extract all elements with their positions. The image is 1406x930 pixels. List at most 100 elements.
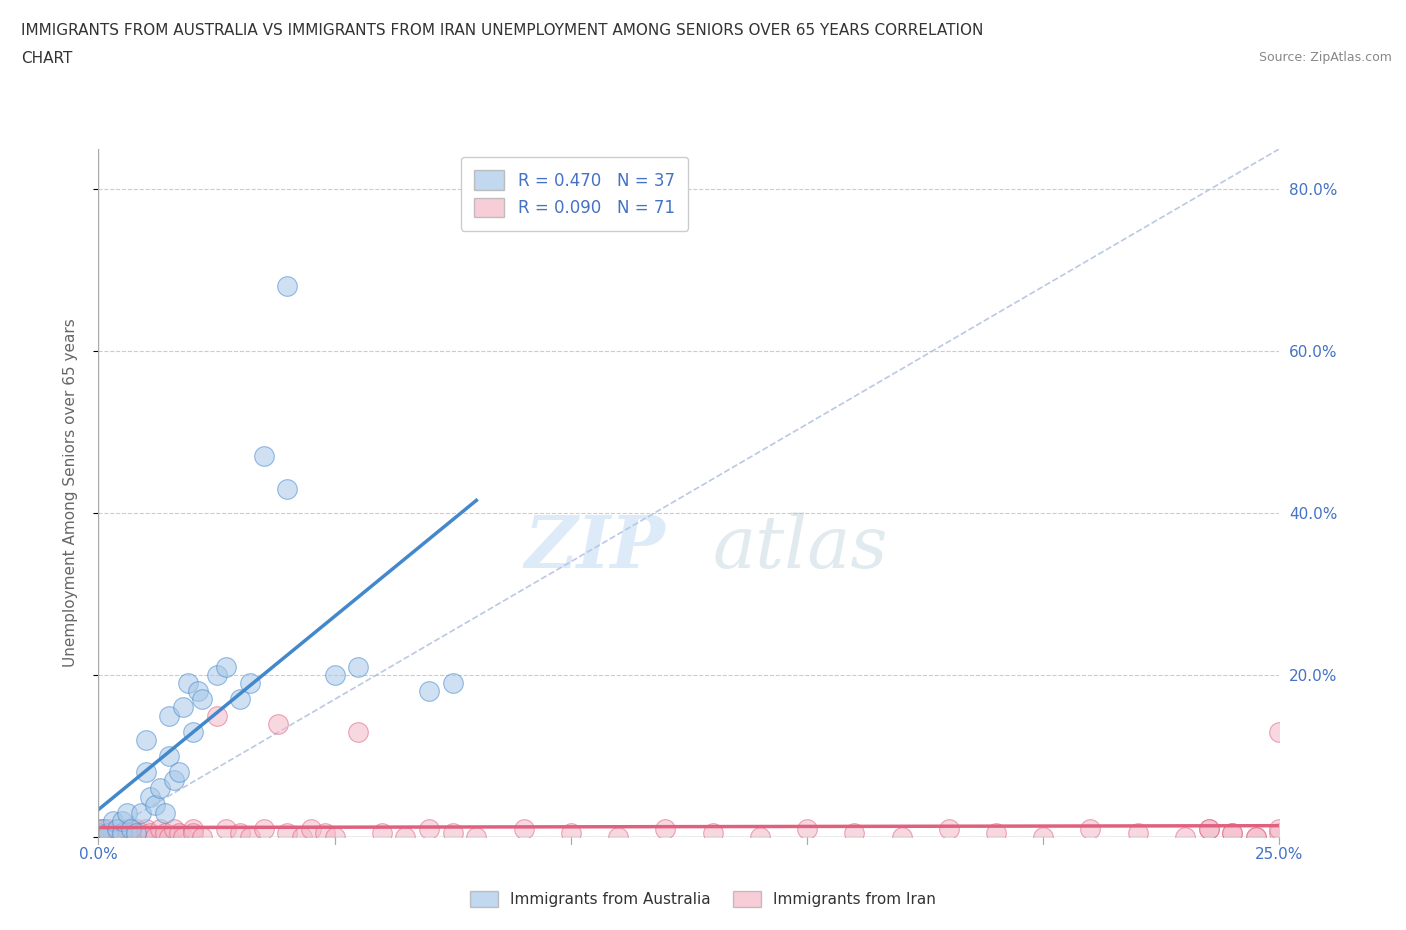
Point <box>239 830 262 844</box>
Legend: R = 0.470   N = 37, R = 0.090   N = 71: R = 0.470 N = 37, R = 0.090 N = 71 <box>461 157 688 231</box>
Point <box>125 826 148 841</box>
Point <box>191 692 214 707</box>
Point <box>111 830 134 844</box>
Point <box>1198 821 1220 836</box>
Point <box>1198 821 1220 836</box>
Point <box>1174 830 1197 844</box>
Point <box>323 830 346 844</box>
Point <box>1220 826 1243 841</box>
Point <box>1244 830 1267 844</box>
Point <box>229 692 252 707</box>
Point <box>215 821 238 836</box>
Text: Source: ZipAtlas.com: Source: ZipAtlas.com <box>1258 51 1392 64</box>
Point <box>290 830 312 844</box>
Point <box>149 781 172 796</box>
Point <box>1126 826 1149 841</box>
Point <box>125 821 148 836</box>
Point <box>149 821 172 836</box>
Point <box>125 830 148 844</box>
Point <box>441 826 464 841</box>
Point <box>115 805 138 820</box>
Point <box>129 826 152 841</box>
Point <box>101 830 124 844</box>
Point <box>253 821 276 836</box>
Point <box>314 826 336 841</box>
Point <box>87 821 110 836</box>
Point <box>153 805 176 820</box>
Point <box>153 826 176 841</box>
Point <box>115 830 138 844</box>
Point <box>229 826 252 841</box>
Point <box>215 659 238 674</box>
Point <box>276 279 298 294</box>
Point <box>129 805 152 820</box>
Point <box>163 773 186 788</box>
Point <box>91 821 114 836</box>
Point <box>172 830 194 844</box>
Point <box>607 830 630 844</box>
Point <box>239 676 262 691</box>
Point <box>1220 826 1243 841</box>
Point <box>276 482 298 497</box>
Point <box>253 449 276 464</box>
Point <box>135 830 157 844</box>
Point <box>938 821 960 836</box>
Text: ZIP: ZIP <box>524 512 665 583</box>
Point <box>299 821 322 836</box>
Point <box>157 749 180 764</box>
Point <box>1268 826 1291 841</box>
Point <box>167 826 190 841</box>
Point <box>143 830 166 844</box>
Text: atlas: atlas <box>713 512 889 583</box>
Point <box>177 676 200 691</box>
Text: IMMIGRANTS FROM AUSTRALIA VS IMMIGRANTS FROM IRAN UNEMPLOYMENT AMONG SENIORS OVE: IMMIGRANTS FROM AUSTRALIA VS IMMIGRANTS … <box>21 23 983 38</box>
Point <box>135 764 157 779</box>
Point <box>984 826 1007 841</box>
Legend: Immigrants from Australia, Immigrants from Iran: Immigrants from Australia, Immigrants fr… <box>464 884 942 913</box>
Point <box>157 830 180 844</box>
Point <box>1268 724 1291 739</box>
Point <box>181 826 204 841</box>
Point <box>512 821 534 836</box>
Point <box>323 668 346 683</box>
Point <box>157 708 180 723</box>
Point <box>105 821 128 836</box>
Point <box>187 684 209 698</box>
Point <box>796 821 818 836</box>
Point <box>418 684 440 698</box>
Point <box>654 821 676 836</box>
Point <box>139 789 162 804</box>
Point <box>111 826 134 841</box>
Point <box>347 659 370 674</box>
Point <box>560 826 582 841</box>
Point <box>97 826 120 841</box>
Point <box>121 826 143 841</box>
Point <box>111 814 134 829</box>
Point <box>139 826 162 841</box>
Point <box>702 826 724 841</box>
Point <box>101 814 124 829</box>
Point <box>91 821 114 836</box>
Point <box>115 821 138 836</box>
Point <box>167 764 190 779</box>
Point <box>347 724 370 739</box>
Point <box>1080 821 1102 836</box>
Point <box>163 821 186 836</box>
Point <box>105 821 128 836</box>
Point <box>1032 830 1054 844</box>
Point <box>418 821 440 836</box>
Point <box>101 826 124 841</box>
Point <box>371 826 394 841</box>
Text: CHART: CHART <box>21 51 73 66</box>
Point <box>121 821 143 836</box>
Point <box>97 826 120 841</box>
Point <box>87 830 110 844</box>
Point <box>143 797 166 812</box>
Point <box>181 724 204 739</box>
Point <box>890 830 912 844</box>
Point <box>205 708 228 723</box>
Point <box>191 830 214 844</box>
Y-axis label: Unemployment Among Seniors over 65 years: Unemployment Among Seniors over 65 years <box>63 319 77 668</box>
Point <box>465 830 488 844</box>
Point <box>267 716 290 731</box>
